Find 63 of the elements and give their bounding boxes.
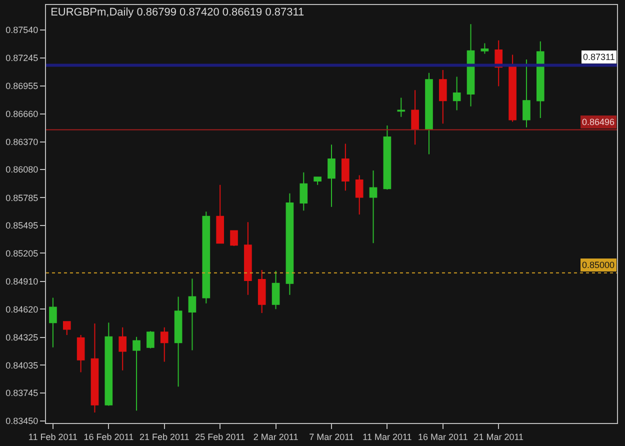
y-tick-label: 0.85495 xyxy=(6,220,38,231)
candlestick xyxy=(355,174,364,215)
candlestick xyxy=(342,143,350,192)
candlestick xyxy=(244,222,252,296)
candlestick xyxy=(452,76,461,111)
candlestick xyxy=(397,97,406,118)
candlestick xyxy=(480,42,489,54)
y-tick-label: 0.84035 xyxy=(6,360,38,370)
candlestick xyxy=(383,125,392,190)
candlestick xyxy=(508,54,516,122)
candlestick xyxy=(160,326,168,362)
candlestick xyxy=(188,278,196,351)
x-tick-label: 25 Feb 2011 xyxy=(195,432,246,442)
y-tick-label: 0.86370 xyxy=(6,136,38,147)
x-tick-label: 7 Mar 2011 xyxy=(309,432,354,442)
candlestick xyxy=(272,270,280,310)
ref-line-label: 0.86496 xyxy=(582,117,615,127)
y-tick-label: 0.86955 xyxy=(6,80,38,91)
candlestick xyxy=(425,72,433,155)
y-tick-label: 0.84325 xyxy=(6,332,38,343)
y-tick-label: 0.83745 xyxy=(6,388,38,398)
chart-title: EURGBPm,Daily 0.86799 0.87420 0.86619 0.87311 xyxy=(50,6,304,19)
x-tick-label: 16 Feb 2011 xyxy=(84,432,134,442)
candlestick xyxy=(174,296,182,388)
candlestick xyxy=(328,144,336,208)
y-tick-label: 0.83450 xyxy=(6,416,38,426)
candlestick xyxy=(369,170,378,244)
x-tick-label: 16 Mar 2011 xyxy=(418,432,468,442)
x-tick-label: 11 Feb 2011 xyxy=(28,432,78,442)
candlestick xyxy=(62,321,71,336)
candlestick xyxy=(230,230,238,247)
candlestick xyxy=(258,269,266,314)
candlestick xyxy=(216,184,224,244)
x-tick-label: 2 Mar 2011 xyxy=(253,432,298,442)
candlestick xyxy=(202,211,210,304)
y-tick-label: 0.86660 xyxy=(6,109,38,120)
candlestick xyxy=(439,70,447,124)
y-tick-label: 0.87540 xyxy=(6,25,38,36)
candlestick xyxy=(104,322,113,406)
candlestick xyxy=(536,40,544,118)
y-tick-label: 0.86080 xyxy=(6,164,38,175)
y-tick-label: 0.84620 xyxy=(6,304,38,314)
y-tick-label: 0.87245 xyxy=(6,53,38,64)
candlestick xyxy=(466,24,475,107)
y-tick-label: 0.85205 xyxy=(6,248,38,258)
text: 0.87311 xyxy=(583,52,615,62)
x-tick-label: 21 Mar 2011 xyxy=(474,432,524,442)
y-tick-label: 0.85785 xyxy=(6,192,38,203)
y-tick-label: 0.84910 xyxy=(6,276,38,287)
x-tick-label: 11 Mar 2011 xyxy=(362,432,412,442)
candlestick xyxy=(314,176,322,186)
candlestick xyxy=(146,330,154,349)
candlestick xyxy=(49,297,57,348)
candlestick xyxy=(411,90,419,146)
candlestick xyxy=(90,323,99,413)
candlestick xyxy=(300,172,308,212)
candlestick xyxy=(522,59,530,128)
candlestick xyxy=(132,336,140,412)
ref-line-label: 0.85000 xyxy=(582,260,615,270)
candlestick xyxy=(118,326,127,371)
candlestick xyxy=(76,334,85,373)
x-tick-label: 21 Feb 2011 xyxy=(139,432,190,442)
candlestick xyxy=(286,192,294,296)
